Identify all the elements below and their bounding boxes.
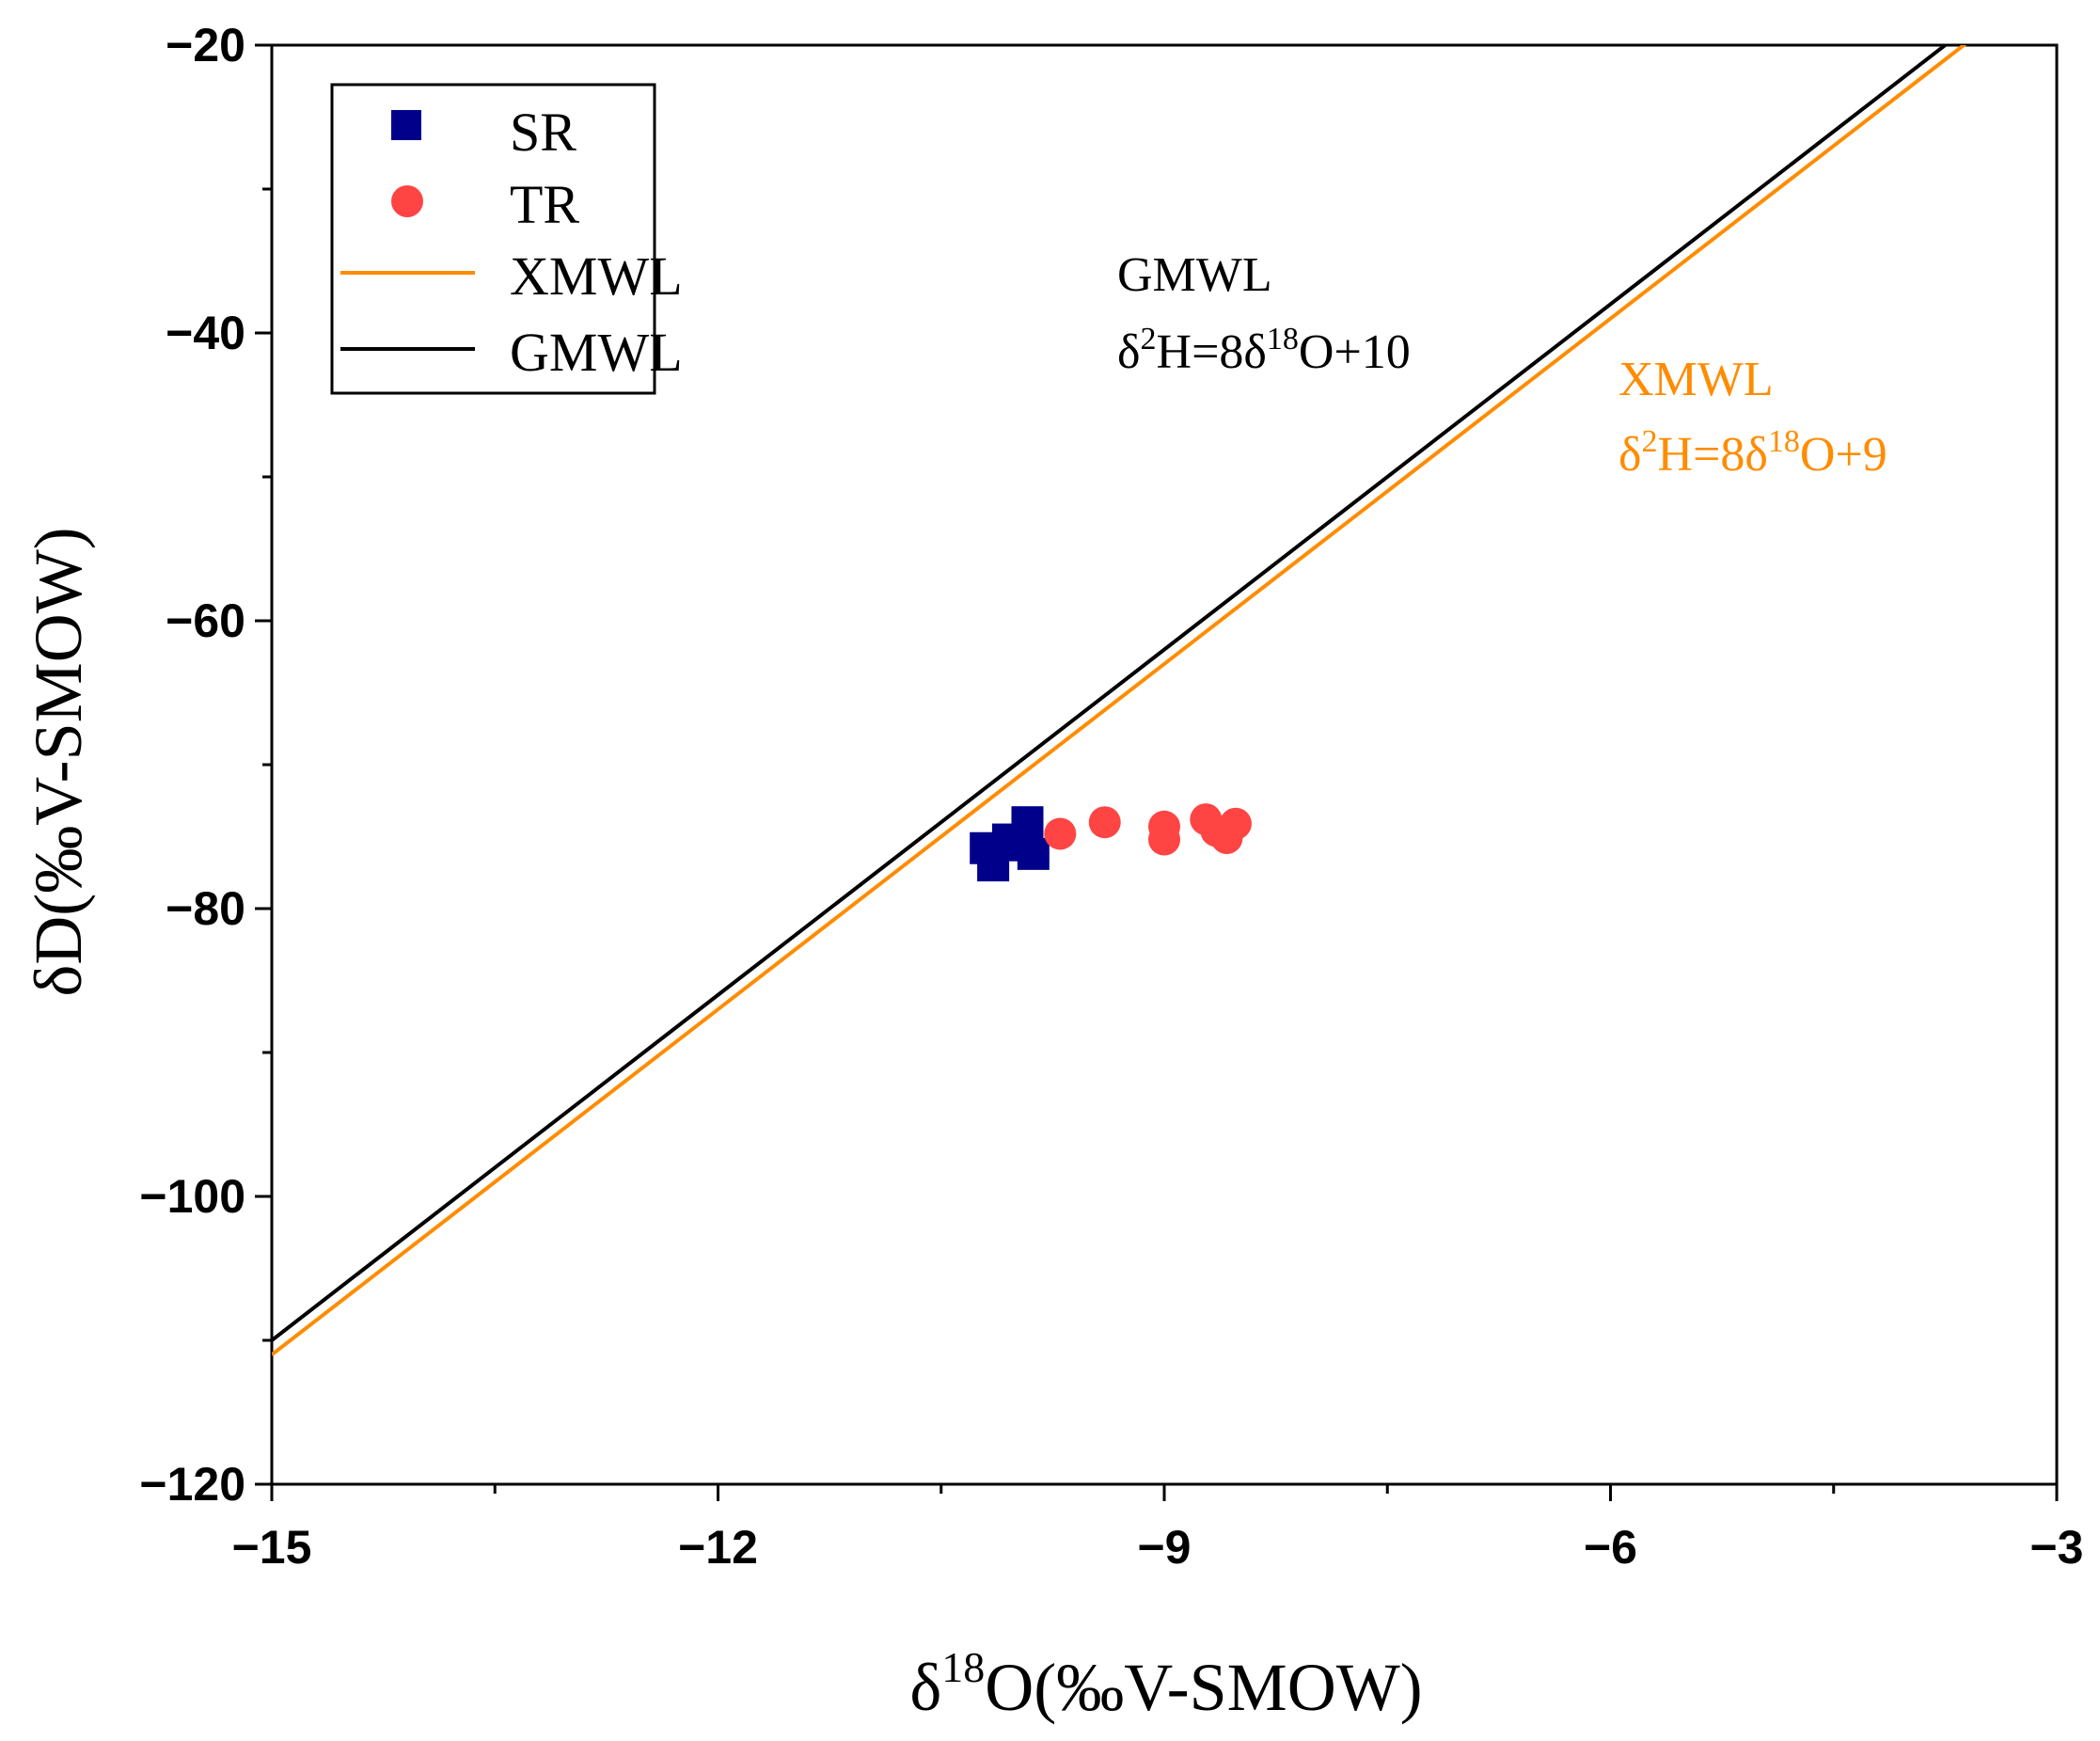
legend-label-tr: TR bbox=[510, 174, 579, 235]
annotation-xmwl: XMWL δ2H=8δ18O+9 bbox=[1618, 353, 1887, 482]
legend-marker-sr bbox=[391, 110, 421, 140]
annotation-xmwl-title: XMWL bbox=[1618, 353, 1774, 406]
axes-layer: −15 −12 −9 −6 −3 −120 −100 −80 −60 −40 −20 bbox=[139, 19, 2083, 1574]
x-tick-label: −12 bbox=[678, 1521, 758, 1574]
x-tick-label: −6 bbox=[1584, 1521, 1637, 1574]
point-tr-0 bbox=[1044, 817, 1077, 850]
annotation-gmwl-title: GMWL bbox=[1117, 248, 1272, 302]
annotation-xmwl-equation: δ2H=8δ18O+9 bbox=[1618, 424, 1887, 482]
annotation-gmwl-equation: δ2H=8δ18O+10 bbox=[1117, 322, 1411, 379]
legend-marker-tr bbox=[391, 185, 423, 217]
y-tick-label: −120 bbox=[139, 1458, 245, 1511]
x-axis-title: δ18O(‰V-SMOW) bbox=[909, 1643, 1422, 1725]
y-tick-label: −80 bbox=[166, 882, 245, 935]
x-tick-label: −3 bbox=[2029, 1521, 2083, 1574]
y-tick-label: −40 bbox=[166, 307, 245, 359]
point-tr-7 bbox=[1219, 807, 1252, 840]
legend-box bbox=[330, 83, 656, 395]
point-tr-1 bbox=[1088, 806, 1121, 839]
series-line-gmwl bbox=[272, 45, 1949, 1342]
point-tr-3 bbox=[1148, 823, 1180, 856]
legend-label-sr: SR bbox=[510, 102, 576, 163]
point-sr-4 bbox=[1011, 806, 1044, 839]
legend: SR TR XMWL GMWL bbox=[330, 83, 683, 395]
legend-label-xmwl: XMWL bbox=[510, 245, 683, 307]
x-tick-label: −9 bbox=[1137, 1521, 1191, 1574]
point-sr-5 bbox=[1017, 837, 1050, 870]
y-tick-label: −100 bbox=[139, 1170, 245, 1223]
y-tick-label: −20 bbox=[166, 19, 245, 71]
x-tick-label: −15 bbox=[232, 1521, 312, 1574]
points-layer bbox=[970, 803, 1252, 882]
series-line-xmwl bbox=[272, 45, 1967, 1356]
legend-label-gmwl: GMWL bbox=[510, 322, 683, 383]
y-tick-label: −60 bbox=[166, 594, 245, 647]
annotation-gmwl: GMWL δ2H=8δ18O+10 bbox=[1117, 248, 1411, 379]
lines-layer bbox=[272, 45, 1967, 1356]
y-axis-title: δD(‰V-SMOW) bbox=[21, 527, 96, 996]
